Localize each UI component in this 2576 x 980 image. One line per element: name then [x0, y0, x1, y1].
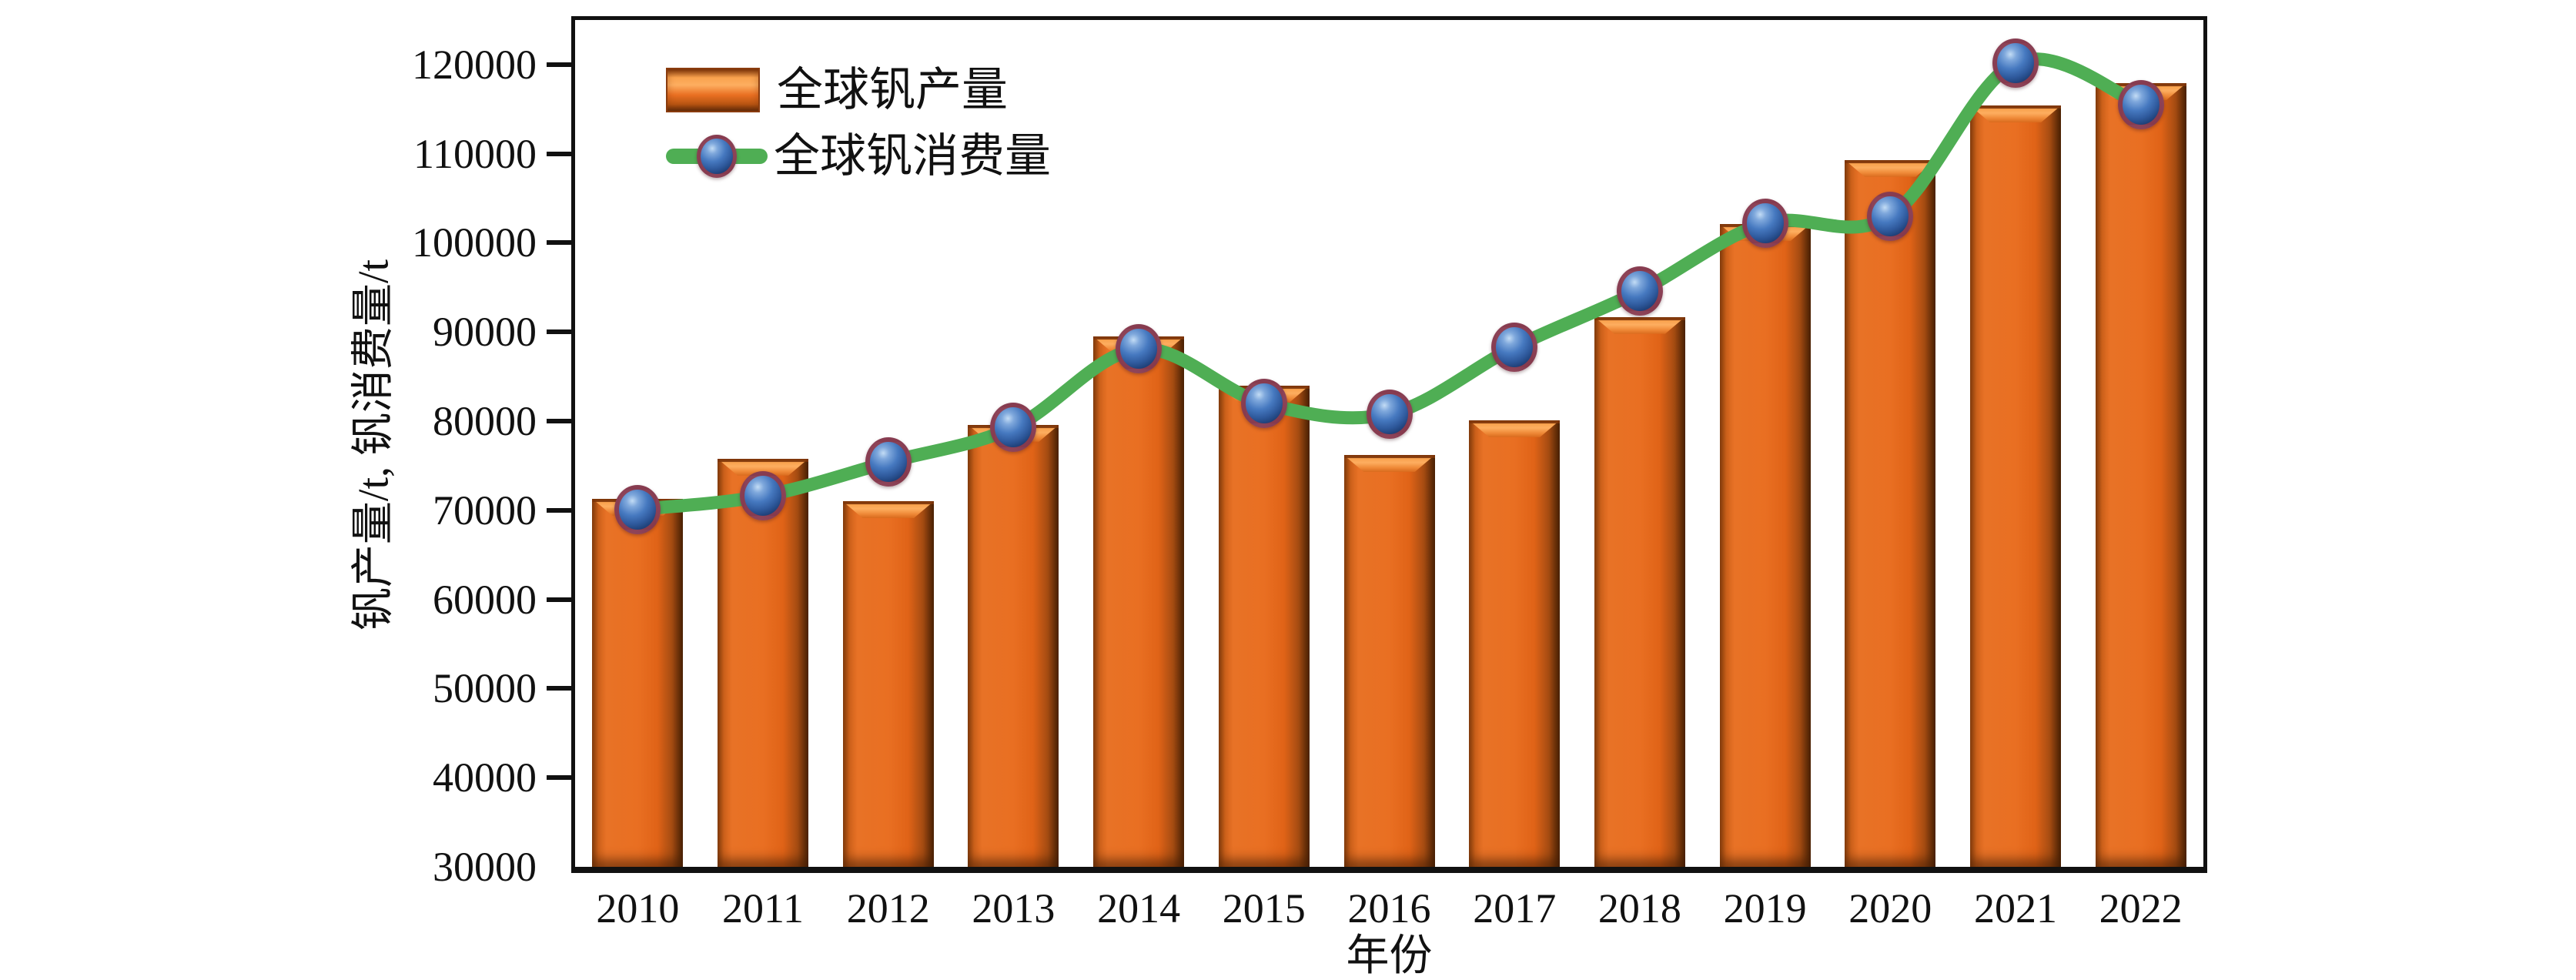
- x-tick-label-2021: 2021: [1973, 885, 2057, 932]
- x-tick-label-2011: 2011: [722, 885, 805, 932]
- y-tick-60000: [547, 597, 571, 602]
- bar-2022: [2095, 83, 2186, 867]
- bar-top-edge: [1343, 455, 1435, 459]
- y-tick-label-70000: 70000: [433, 487, 537, 533]
- y-tick-label-90000: 90000: [433, 309, 537, 356]
- x-tick-label-2022: 2022: [2099, 885, 2183, 932]
- x-tick-label-2020: 2020: [1848, 885, 1932, 932]
- marker-2013: [990, 403, 1037, 453]
- y-tick-100000: [547, 240, 571, 246]
- bar-2016: [1343, 455, 1435, 867]
- bar-2020: [1845, 159, 1936, 867]
- x-tick-label-2016: 2016: [1347, 885, 1431, 932]
- x-tick-label-2010: 2010: [596, 885, 680, 932]
- bar-2012: [842, 501, 934, 867]
- x-tick-label-2013: 2013: [972, 885, 1055, 932]
- marker-2012: [865, 437, 912, 487]
- bar-top-edge: [1845, 159, 1936, 163]
- marker-2021: [1992, 38, 2039, 88]
- bar-top-edge: [1594, 316, 1685, 320]
- bar-top-bevel: [842, 501, 934, 519]
- legend-marker-icon: [697, 135, 737, 178]
- y-tick-label-120000: 120000: [412, 41, 537, 88]
- bar-2018: [1594, 316, 1685, 867]
- plot-area: 30000 40000 50000 60000 70000 80000 90000 10000…: [412, 16, 2207, 890]
- x-tick-label-2014: 2014: [1097, 885, 1181, 932]
- x-tick-label-2019: 2019: [1723, 885, 1807, 932]
- marker-2018: [1616, 266, 1663, 316]
- legend-bar-swatch-icon: [666, 68, 760, 112]
- y-tick-40000: [547, 775, 571, 781]
- x-tick-label-2018: 2018: [1597, 885, 1681, 932]
- bar-top-edge: [842, 501, 934, 505]
- x-tick-label-2012: 2012: [846, 885, 930, 932]
- y-tick-50000: [547, 686, 571, 691]
- bars-layer: [575, 20, 2203, 867]
- bar-2011: [718, 458, 809, 867]
- bar-2021: [1969, 105, 2061, 867]
- marker-2022: [2117, 80, 2164, 129]
- y-tick-70000: [547, 507, 571, 513]
- marker-2011: [740, 471, 787, 521]
- legend-production-label: 全球钒产量: [777, 65, 1008, 115]
- y-tick-80000: [547, 419, 571, 424]
- marker-2010: [614, 484, 661, 534]
- y-tick-label-80000: 80000: [433, 398, 537, 445]
- y-tick-110000: [547, 151, 571, 156]
- x-tick-label-2015: 2015: [1222, 885, 1306, 932]
- marker-2020: [1867, 191, 1914, 241]
- y-tick-label-100000: 100000: [412, 219, 537, 266]
- legend-item-production: 全球钒产量: [666, 57, 1051, 123]
- bar-top-bevel: [1969, 105, 2061, 123]
- bar-2019: [1719, 224, 1811, 867]
- y-tick-label-50000: 50000: [433, 665, 537, 712]
- legend: 全球钒产量 全球钒消费量: [666, 57, 1051, 189]
- x-tick-label-2017: 2017: [1473, 885, 1557, 932]
- y-tick-label-60000: 60000: [433, 576, 537, 623]
- bar-top-edge: [1469, 420, 1561, 423]
- bar-top-bevel: [1343, 455, 1435, 473]
- y-tick-90000: [547, 329, 571, 335]
- y-tick-120000: [547, 62, 571, 67]
- legend-consumption-label: 全球钒消费量: [774, 131, 1051, 182]
- marker-2015: [1240, 378, 1287, 428]
- y-tick-label-40000: 40000: [433, 754, 537, 801]
- bar-2017: [1469, 420, 1561, 867]
- marker-2019: [1741, 199, 1788, 248]
- x-axis-title: 年份: [1346, 932, 1433, 980]
- bar-top-bevel: [718, 458, 809, 476]
- marker-2016: [1366, 389, 1413, 439]
- bar-top-bevel: [1845, 159, 1936, 177]
- bar-2015: [1218, 385, 1310, 867]
- marker-2014: [1116, 324, 1163, 374]
- y-tick-label-110000: 110000: [413, 130, 537, 177]
- bar-top-edge: [718, 458, 809, 462]
- marker-2017: [1491, 322, 1538, 372]
- y-tick-label-30000: 30000: [433, 844, 537, 890]
- bar-top-bevel: [1469, 420, 1561, 437]
- bar-top-bevel: [1594, 316, 1685, 334]
- legend-line-swatch-icon: [666, 135, 768, 178]
- bar-top-edge: [1969, 105, 2061, 109]
- legend-item-consumption: 全球钒消费量: [666, 123, 1051, 189]
